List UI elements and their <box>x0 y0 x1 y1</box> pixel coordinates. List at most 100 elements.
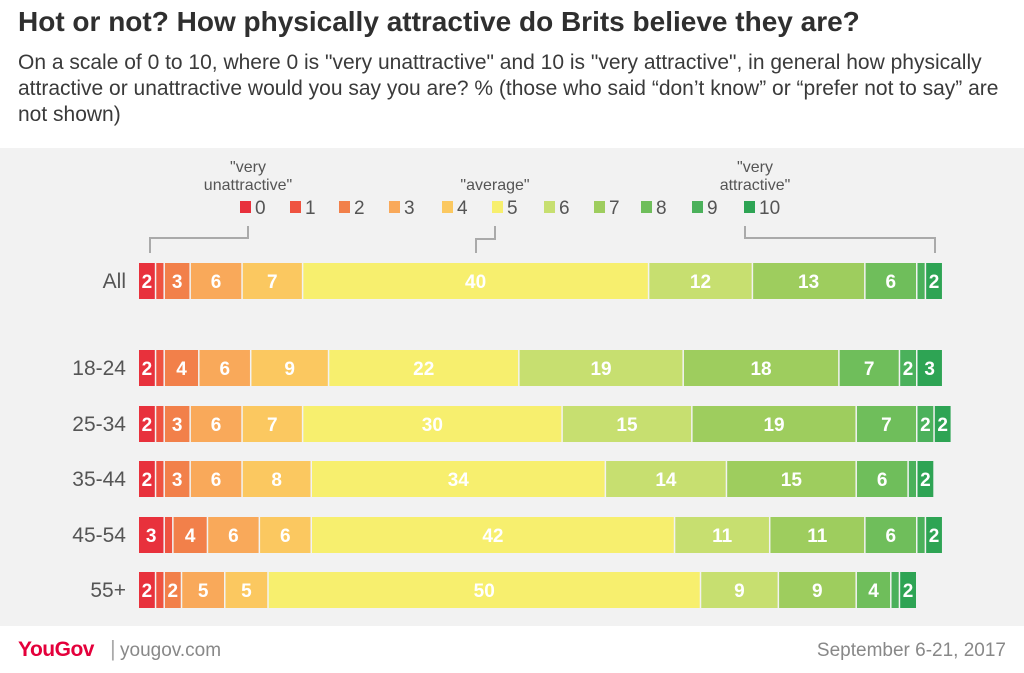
bar-segment <box>606 461 726 497</box>
data-label: 9 <box>812 581 823 602</box>
legend-swatch <box>442 201 453 213</box>
bar-segment <box>242 461 311 497</box>
data-label: 6 <box>228 526 239 547</box>
data-label: 2 <box>142 470 153 491</box>
data-label: 7 <box>267 272 278 293</box>
footer-separator: | <box>110 636 116 661</box>
legend-label: 6 <box>559 198 570 219</box>
legend: 0 1 2 3 4 5 6 7 8 9 10 "very unattractive" "average" "… <box>149 159 936 253</box>
bar-segment <box>649 263 752 299</box>
legend-swatch <box>594 201 605 213</box>
bar-segment <box>727 461 856 497</box>
bar-segment <box>164 350 199 386</box>
site-link[interactable]: yougov.com <box>120 640 222 661</box>
bar-segment <box>303 406 562 442</box>
data-label: 6 <box>211 272 222 293</box>
bar-segment <box>900 572 916 608</box>
bar-segment <box>156 572 164 608</box>
yougov-logo[interactable]: YouGov <box>18 638 94 661</box>
bar-segment <box>917 517 925 553</box>
bar-segment <box>692 406 856 442</box>
category-label: All <box>103 270 126 293</box>
bar-segment <box>312 517 674 553</box>
bar-segment <box>268 572 700 608</box>
bar-segment <box>208 517 259 553</box>
data-label: 5 <box>198 581 209 602</box>
legend-label: 2 <box>354 198 365 219</box>
bar-segment <box>865 517 916 553</box>
bar-segment <box>779 572 856 608</box>
bar-segment <box>139 572 155 608</box>
bar-segment <box>173 517 207 553</box>
legend-label: 4 <box>457 198 468 219</box>
bar-segment <box>562 406 692 442</box>
bar-segment <box>839 350 899 386</box>
data-label: 4 <box>176 359 187 380</box>
data-label: 3 <box>924 359 935 380</box>
legend-label: 0 <box>255 198 266 219</box>
legend-label: 5 <box>507 198 518 219</box>
data-label: 6 <box>280 526 291 547</box>
data-label: 11 <box>712 526 733 547</box>
bar-segment <box>926 263 942 299</box>
bar-segment <box>891 572 899 608</box>
bar-segment <box>675 517 769 553</box>
category-label: 18-24 <box>72 357 126 380</box>
data-label: 2 <box>168 581 179 602</box>
bar-segment <box>908 461 916 497</box>
data-label: 3 <box>172 470 183 491</box>
data-label: 2 <box>920 415 931 436</box>
data-label: 14 <box>655 470 677 491</box>
legend-swatch <box>240 201 251 213</box>
legend-swatch <box>692 201 703 213</box>
legend-label: 9 <box>707 198 718 219</box>
footer: YouGov | yougov.com September 6-21, 2017 <box>0 626 1024 673</box>
data-label: 2 <box>920 470 931 491</box>
data-label: 22 <box>413 359 434 380</box>
legend-swatch <box>641 201 652 213</box>
fieldwork-date: September 6-21, 2017 <box>816 640 1006 661</box>
bracket-attractive <box>744 226 936 253</box>
data-label: 2 <box>903 581 914 602</box>
bar-segment <box>164 517 173 553</box>
bar-segment <box>139 350 155 386</box>
data-label: 2 <box>929 526 940 547</box>
bar-segment <box>856 461 908 497</box>
bar-segment <box>917 263 925 299</box>
bar-segment <box>260 517 311 553</box>
bar-segment <box>156 461 164 497</box>
data-label: 34 <box>448 470 470 491</box>
plot-area: 0 1 2 3 4 5 6 7 8 9 10 "very unattractive" "average" "… <box>0 148 1024 626</box>
bar-segment <box>865 263 916 299</box>
category-label: 45-54 <box>72 524 126 547</box>
bar-segment <box>164 572 181 608</box>
bar-segment <box>164 263 190 299</box>
bracket-average <box>475 226 496 253</box>
data-label: 9 <box>734 581 745 602</box>
bar-segment <box>683 350 839 386</box>
data-label: 2 <box>142 415 153 436</box>
data-label: 6 <box>211 415 222 436</box>
legend-swatch <box>544 201 555 213</box>
legend-swatch <box>492 201 503 213</box>
bar-segment <box>139 263 155 299</box>
data-label: 30 <box>422 415 443 436</box>
data-label: 6 <box>219 359 230 380</box>
data-label: 6 <box>877 470 888 491</box>
bar-segment <box>701 572 778 608</box>
data-label: 19 <box>590 359 611 380</box>
bar-segment <box>917 350 942 386</box>
bar-segment <box>753 263 865 299</box>
bar-segment <box>242 263 302 299</box>
legend-swatch <box>290 201 301 213</box>
bar-segment <box>190 461 242 497</box>
chart-title: Hot or not? How physically attractive do… <box>18 6 860 37</box>
bar-segment <box>242 406 302 442</box>
data-label: 4 <box>185 526 196 547</box>
data-label: 7 <box>267 415 278 436</box>
data-label: 6 <box>211 470 222 491</box>
bar-segment <box>164 406 190 442</box>
bar-segment <box>303 263 648 299</box>
chart-header: Hot or not? How physically attractive do… <box>0 0 1024 148</box>
bar-segment <box>139 517 164 553</box>
